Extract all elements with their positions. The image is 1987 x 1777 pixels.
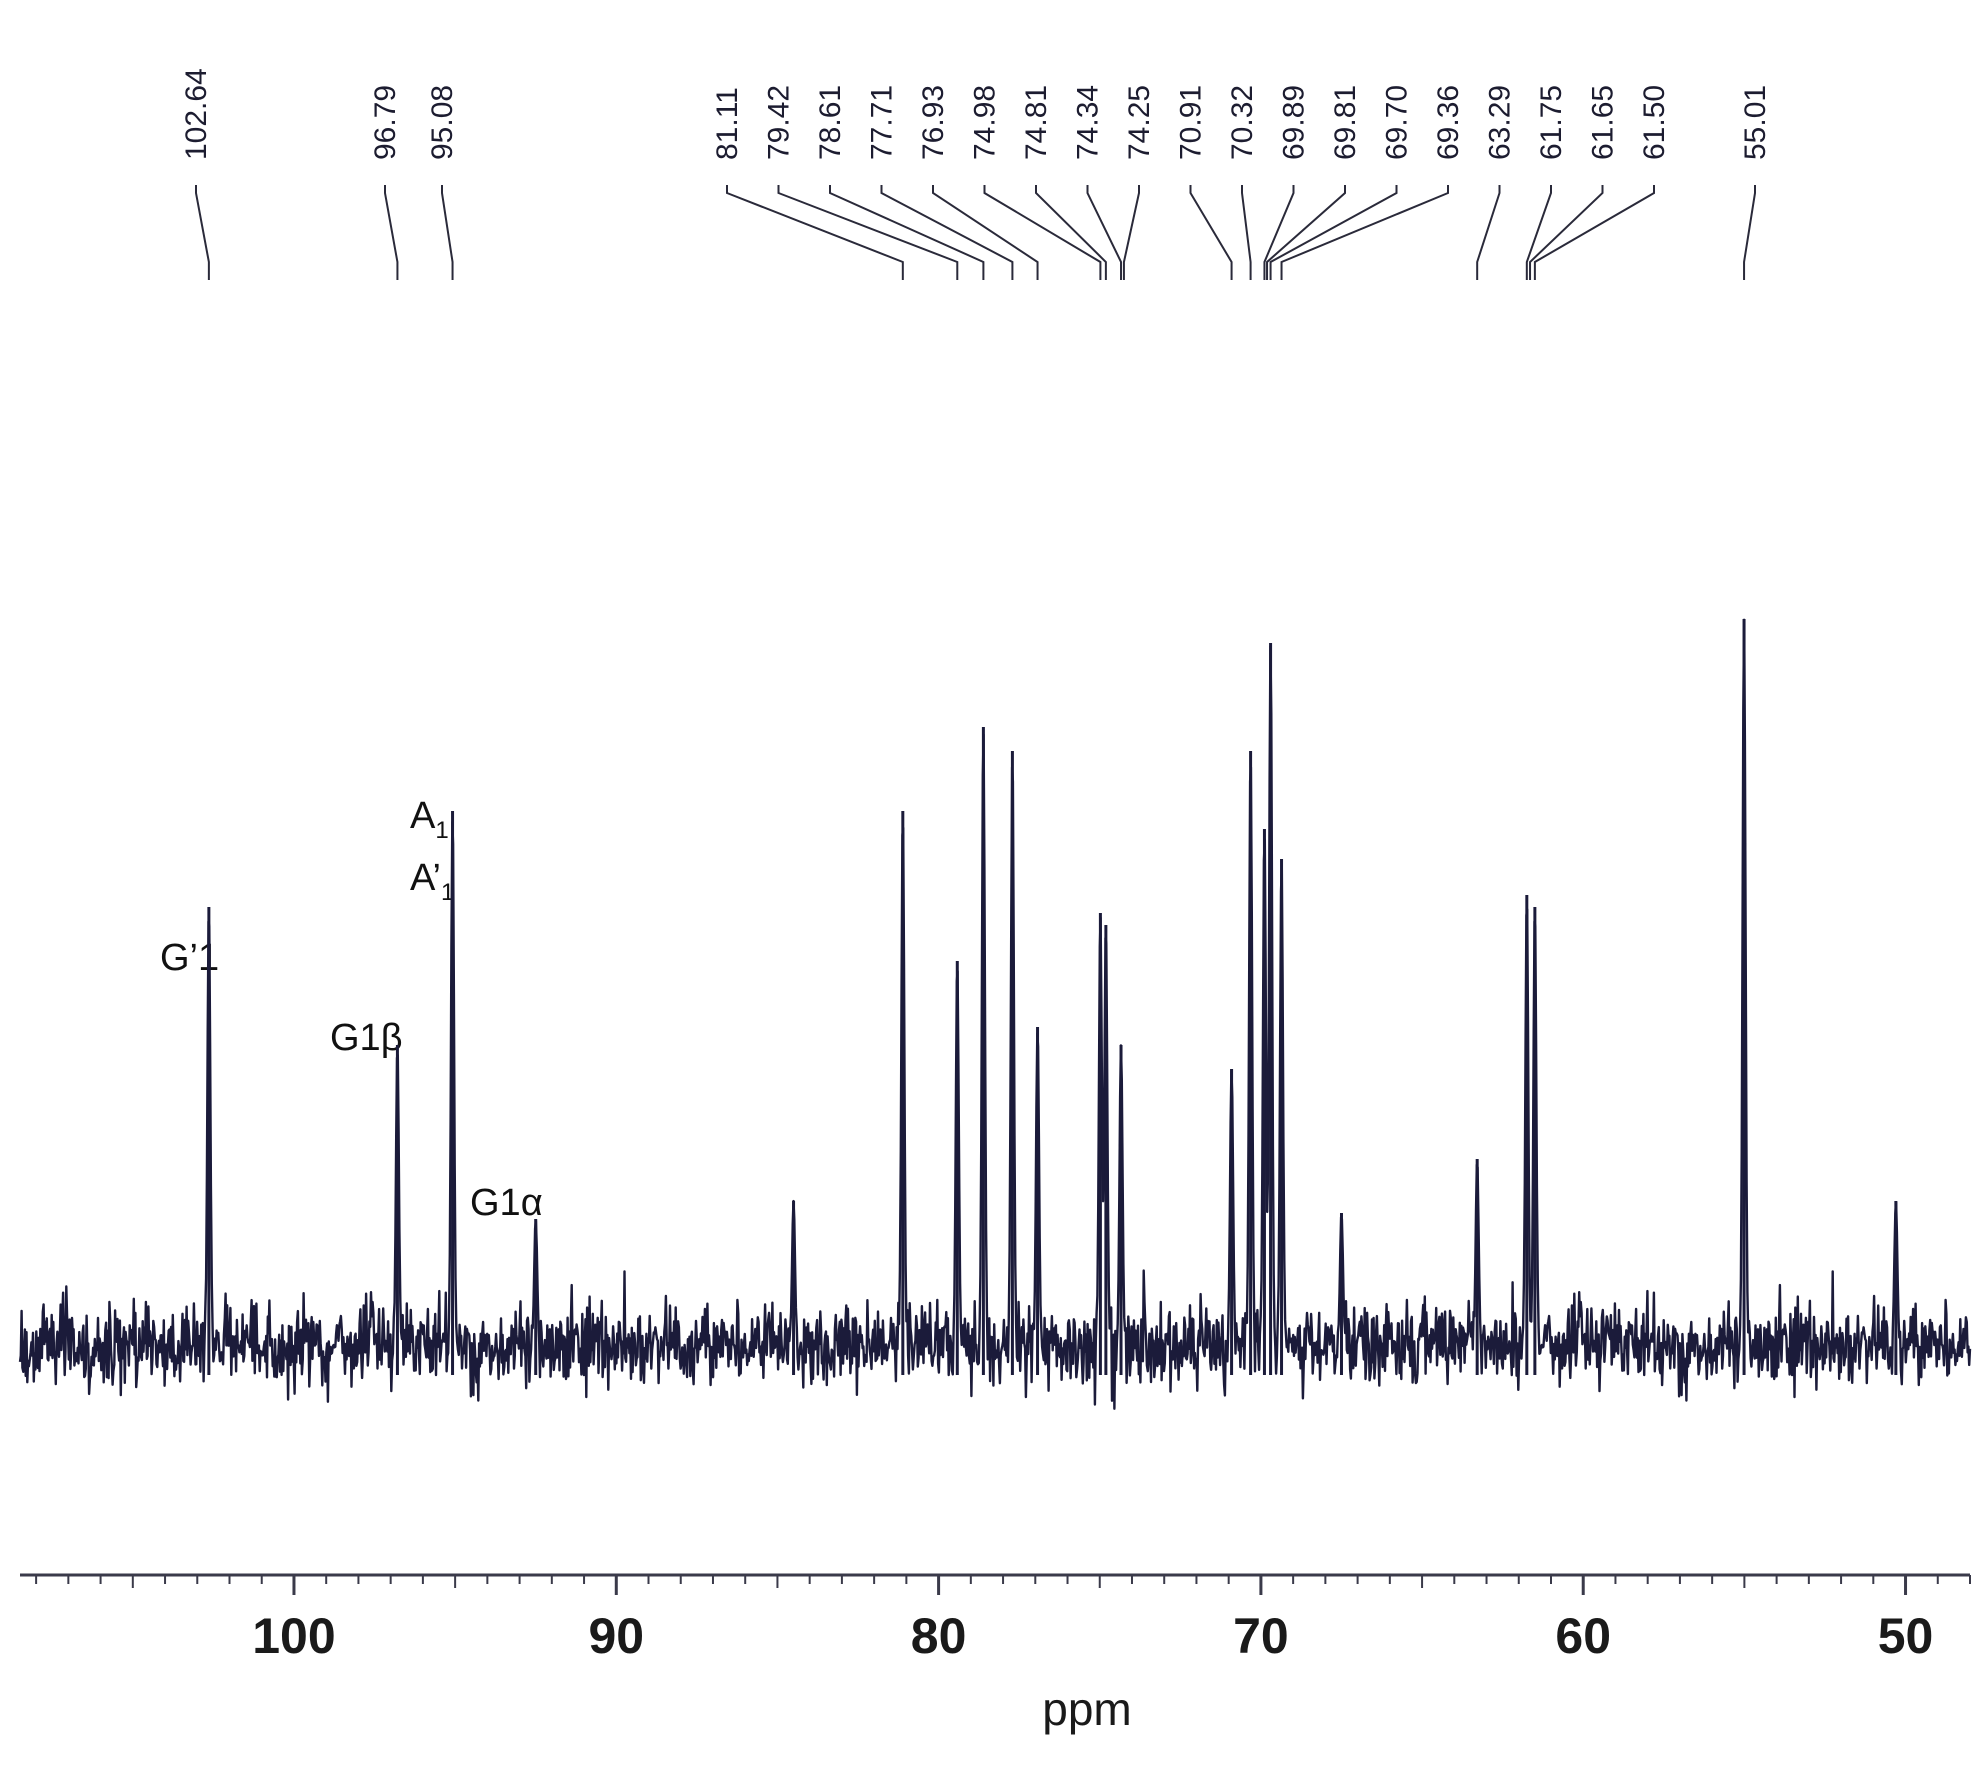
peak-label-value: 77.71 — [866, 85, 899, 160]
peak-label-value: 55.01 — [1739, 85, 1772, 160]
peak-label-connector — [195, 185, 210, 280]
peak-label-connector — [777, 185, 959, 280]
peak-label-connector — [932, 185, 1039, 280]
peak-label: 70.91 — [1175, 85, 1233, 280]
peak-label-connector — [726, 185, 904, 280]
peak-label-value: 79.42 — [763, 85, 796, 160]
peak-label: 77.71 — [866, 85, 1014, 280]
peak-label: 69.81 — [1266, 85, 1362, 280]
peak-label-connector — [983, 185, 1102, 280]
peak-label-value: 74.25 — [1123, 85, 1156, 160]
peak-label-value: 69.81 — [1329, 85, 1362, 160]
peak-label: 78.61 — [814, 85, 985, 280]
peak-label-connector — [1263, 185, 1295, 280]
peak-label-value: 70.91 — [1175, 85, 1208, 160]
peak-label-connector — [1525, 185, 1552, 280]
peak-label-connector — [1529, 185, 1604, 280]
annotation-g1-beta: G1β — [330, 1017, 403, 1059]
peak-label-value: 61.65 — [1587, 85, 1620, 160]
peak-label-value: 96.79 — [369, 85, 402, 160]
peak-label: 69.70 — [1269, 85, 1414, 280]
peak-label-value: 81.11 — [711, 87, 744, 160]
peak-label-connector — [829, 185, 985, 280]
peak-label: 69.89 — [1263, 85, 1311, 280]
annotation-g1-alpha: G1α — [470, 1182, 543, 1224]
peak-label: 81.11 — [711, 87, 904, 280]
peak-label-value: 61.50 — [1638, 85, 1671, 160]
annotation-a-prime-1: A’1 — [410, 857, 454, 906]
peak-label-value: 63.29 — [1484, 85, 1517, 160]
peak-list: 102.64 96.79 95.08 81.11 79.42 78.61 77.71 76.9… — [180, 68, 1772, 280]
peak-label-connector — [1743, 185, 1756, 280]
peak-label-value: 74.81 — [1020, 85, 1053, 160]
peak-label-value: 74.34 — [1072, 85, 1105, 160]
peak-label: 61.65 — [1529, 85, 1620, 280]
peak-label: 76.93 — [917, 85, 1039, 280]
peak-label: 69.36 — [1280, 85, 1465, 280]
peak-label-connector — [1476, 185, 1501, 280]
x-tick-label: 60 — [1555, 1608, 1611, 1664]
peak-label-connector — [384, 185, 399, 280]
peak-label-connector — [1280, 185, 1449, 280]
peak-label: 102.64 — [180, 68, 213, 280]
peak-label: 95.08 — [426, 85, 459, 280]
peak-label-value: 69.70 — [1381, 85, 1414, 160]
annotation-a1: A1 — [410, 795, 449, 844]
peak-label-value: 76.93 — [917, 85, 950, 160]
peak-label-connector — [1266, 185, 1346, 280]
peak-label: 55.01 — [1739, 85, 1772, 280]
peak-label: 61.50 — [1533, 85, 1671, 280]
peak-label: 96.79 — [369, 85, 402, 280]
peak-label: 74.25 — [1122, 85, 1156, 280]
peak-label-connector — [1241, 185, 1252, 280]
peak-label: 61.75 — [1525, 85, 1568, 280]
peak-label-value: 102.64 — [180, 68, 213, 160]
peak-label-connector — [1189, 185, 1233, 280]
spectrum-line — [18, 618, 1972, 1410]
x-axis: 100 90 80 70 60 50 — [20, 1573, 1971, 1664]
peak-label-value: 95.08 — [426, 85, 459, 160]
peak-label: 70.32 — [1226, 85, 1259, 280]
peak-label-value: 70.32 — [1226, 85, 1259, 160]
peak-label-value: 78.61 — [814, 85, 847, 160]
peak-label: 79.42 — [763, 85, 959, 280]
peak-label: 63.29 — [1476, 85, 1517, 280]
x-tick-label: 70 — [1233, 1608, 1289, 1664]
peak-label-connector — [1086, 185, 1123, 280]
peak-label-value: 69.36 — [1432, 85, 1465, 160]
peak-label-value: 61.75 — [1535, 85, 1568, 160]
peak-label: 74.34 — [1072, 85, 1123, 280]
peak-label-connector — [880, 185, 1014, 280]
peak-label-connector — [1533, 185, 1655, 280]
peak-label-connector — [1122, 185, 1140, 280]
peak-label: 74.98 — [969, 85, 1102, 280]
x-tick-label: 80 — [911, 1608, 967, 1664]
spectrum-trace — [18, 618, 1972, 1410]
x-tick-label: 100 — [252, 1608, 335, 1664]
x-tick-label: 90 — [588, 1608, 644, 1664]
peak-label-value: 69.89 — [1278, 85, 1311, 160]
x-axis-title: ppm — [1042, 1683, 1131, 1735]
peak-label-connector — [1269, 185, 1398, 280]
peak-label-value: 74.98 — [969, 85, 1002, 160]
x-tick-label: 50 — [1878, 1608, 1934, 1664]
peak-label-connector — [441, 185, 454, 280]
peak-label: 74.81 — [1020, 85, 1107, 280]
peak-label-connector — [1035, 185, 1107, 280]
